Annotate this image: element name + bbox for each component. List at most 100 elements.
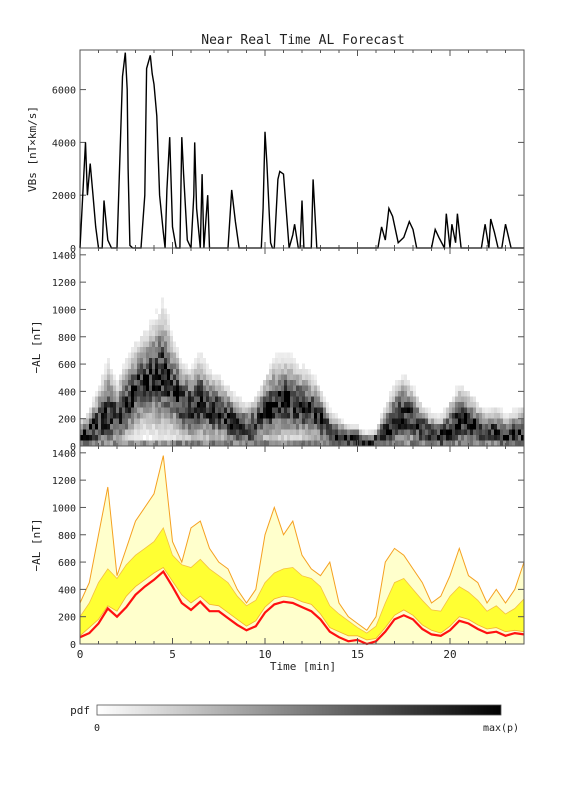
heatmap-cell	[224, 429, 227, 435]
heatmap-cell	[143, 352, 146, 358]
heatmap-cell	[467, 413, 470, 419]
heatmap-cell	[164, 369, 167, 375]
heatmap-cell	[284, 440, 287, 446]
heatmap-cell	[386, 429, 389, 435]
heatmap-cell	[236, 407, 239, 413]
heatmap-cell	[188, 385, 191, 391]
heatmap-cell	[392, 440, 395, 446]
heatmap-cell	[242, 435, 245, 441]
heatmap-cell	[161, 325, 164, 331]
heatmap-cell	[128, 413, 131, 419]
heatmap-cell	[200, 435, 203, 441]
heatmap-cell	[311, 396, 314, 402]
heatmap-cell	[227, 418, 230, 424]
heatmap-cell	[365, 435, 368, 441]
heatmap-cell	[389, 402, 392, 408]
heatmap-cell	[230, 418, 233, 424]
heatmap-cell	[215, 440, 218, 446]
heatmap-cell	[125, 396, 128, 402]
heatmap-cell	[311, 385, 314, 391]
heatmap-cell	[149, 396, 152, 402]
heatmap-cell	[140, 424, 143, 430]
heatmap-cell	[125, 380, 128, 386]
heatmap-cell	[110, 407, 113, 413]
heatmap-cell	[284, 435, 287, 441]
heatmap-cell	[206, 440, 209, 446]
heatmap-cell	[215, 385, 218, 391]
heatmap-cell	[116, 435, 119, 441]
heatmap-cell	[395, 424, 398, 430]
heatmap-cell	[206, 407, 209, 413]
heatmap-cell	[158, 402, 161, 408]
heatmap-cell	[482, 413, 485, 419]
heatmap-cell	[236, 424, 239, 430]
heatmap-cell	[383, 418, 386, 424]
heatmap-cell	[152, 347, 155, 353]
heatmap-cell	[272, 380, 275, 386]
heatmap-cell	[140, 402, 143, 408]
heatmap-cell	[488, 429, 491, 435]
heatmap-cell	[152, 330, 155, 336]
heatmap-cell	[434, 435, 437, 441]
heatmap-cell	[167, 330, 170, 336]
heatmap-cell	[131, 440, 134, 446]
heatmap-cell	[494, 424, 497, 430]
heatmap-cell	[167, 325, 170, 331]
heatmap-cell	[257, 424, 260, 430]
heatmap-cell	[122, 374, 125, 380]
heatmap-cell	[485, 429, 488, 435]
heatmap-cell	[89, 429, 92, 435]
heatmap-cell	[266, 418, 269, 424]
heatmap-cell	[515, 407, 518, 413]
heatmap-cell	[398, 429, 401, 435]
heatmap-cell	[140, 352, 143, 358]
heatmap-cell	[131, 435, 134, 441]
heatmap-cell	[230, 407, 233, 413]
heatmap-cell	[194, 418, 197, 424]
heatmap-cell	[200, 391, 203, 397]
heatmap-cell	[143, 363, 146, 369]
heatmap-cell	[146, 407, 149, 413]
heatmap-cell	[473, 396, 476, 402]
heatmap-cell	[206, 413, 209, 419]
heatmap-cell	[320, 418, 323, 424]
heatmap-cell	[293, 363, 296, 369]
heatmap-cell	[275, 391, 278, 397]
heatmap-cell	[143, 374, 146, 380]
heatmap-cell	[221, 429, 224, 435]
heatmap-cell	[200, 429, 203, 435]
heatmap-cell	[152, 429, 155, 435]
heatmap-cell	[314, 374, 317, 380]
heatmap-cell	[374, 435, 377, 441]
heatmap-cell	[518, 440, 521, 446]
heatmap-cell	[137, 352, 140, 358]
heatmap-cell	[242, 440, 245, 446]
heatmap-cell	[419, 407, 422, 413]
heatmap-cell	[131, 347, 134, 353]
heatmap-cell	[80, 424, 83, 430]
heatmap-cell	[95, 391, 98, 397]
heatmap-cell	[152, 319, 155, 325]
heatmap-cell	[140, 347, 143, 353]
heatmap-cell	[212, 418, 215, 424]
heatmap-cell	[170, 352, 173, 358]
heatmap-cell	[437, 435, 440, 441]
heatmap-cell	[428, 407, 431, 413]
heatmap-cell	[149, 319, 152, 325]
heatmap-cell	[485, 435, 488, 441]
heatmap-cell	[107, 396, 110, 402]
heatmap-cell	[164, 424, 167, 430]
heatmap-cell	[125, 429, 128, 435]
heatmap-cell	[398, 391, 401, 397]
heatmap-cell	[305, 407, 308, 413]
heatmap-cell	[173, 358, 176, 364]
heatmap-cell	[224, 424, 227, 430]
heatmap-cell	[191, 369, 194, 375]
heatmap-cell	[281, 396, 284, 402]
heatmap-cell	[473, 413, 476, 419]
heatmap-cell	[359, 435, 362, 441]
heatmap-cell	[98, 407, 101, 413]
heatmap-cell	[245, 407, 248, 413]
heatmap-cell	[461, 385, 464, 391]
heatmap-cell	[173, 352, 176, 358]
